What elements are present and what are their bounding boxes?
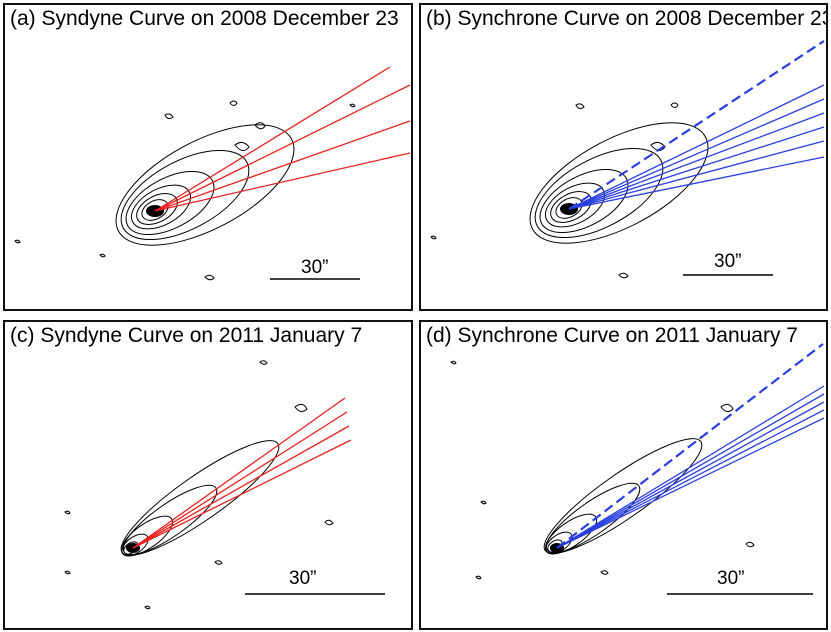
panel-b: (b) Synchrone Curve on 2008 December 23 … [419, 3, 828, 311]
scale-label-c: 30” [289, 568, 317, 589]
panel-title-d: (d) Synchrone Curve on 2011 January 7 [426, 324, 798, 347]
panel-c: (c) Syndyne Curve on 2011 January 7 30” [3, 320, 413, 630]
panel-title-c: (c) Syndyne Curve on 2011 January 7 [10, 324, 363, 347]
panel-title-a: (a) Syndyne Curve on 2008 December 23 [10, 7, 399, 30]
contour-plot-d [450, 343, 825, 595]
syndyne-lines-a [154, 66, 411, 212]
contours-c [64, 360, 334, 610]
panel-title-b: (b) Synchrone Curve on 2008 December 23 [426, 7, 828, 30]
contours-b [430, 102, 709, 279]
contour-plot-b [430, 40, 825, 279]
synchrone-lines-b [568, 40, 825, 210]
scale-label-a: 30” [301, 257, 329, 278]
contours-a [14, 100, 356, 281]
panel-d: (d) Synchrone Curve on 2011 January 7 30… [419, 320, 828, 630]
contour-plot-a [14, 66, 411, 281]
scale-label-b: 30” [714, 251, 742, 272]
syndyne-lines-c [132, 397, 352, 549]
scale-label-d: 30” [717, 568, 745, 589]
synchrone-lines-d [556, 343, 825, 549]
contour-plot-c [64, 360, 385, 610]
panel-a: (a) Syndyne Curve on 2008 December 23 30… [3, 3, 413, 311]
